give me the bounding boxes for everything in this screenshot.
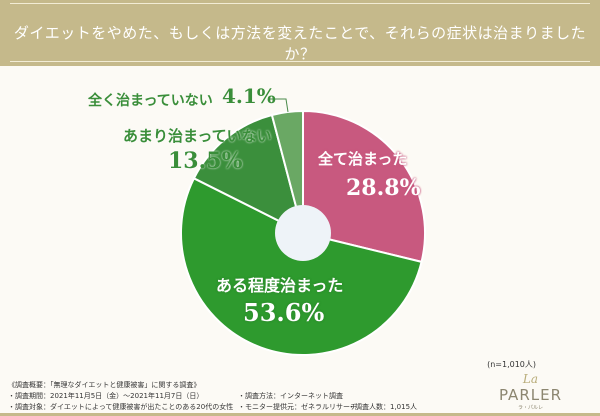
sample-size-note: (n=1,010人) [487,360,536,369]
survey-provider: ・モニター提供元：ゼネラルリサーチ [238,403,357,411]
label-category-3: 全く治まっていない [88,93,213,109]
footer: 《調査概要：「無理なダイエットと健康被害」に関する調査》 ・調査期間：2021年… [0,370,600,416]
divider [10,3,590,4]
survey-method: ・調査方法：インターネット調査 [238,392,343,400]
leader-line [270,98,289,113]
label-value-1: 53.6% [243,298,325,327]
logo: La PARLER ラ・パルレ [499,372,562,411]
survey-title: 《調査概要：「無理なダイエットと健康被害」に関する調査》 [8,381,201,389]
label-category-2: あまり治まっていない [123,127,272,145]
divider [10,61,590,62]
chart-title: ダイエットをやめた、もしくは方法を変えたことで、それらの症状は治まりましたか？ [13,24,587,63]
logo-name: PARLER [498,386,562,404]
label-category-0: 全て治まった [318,150,408,168]
pie-slice-3 [270,109,304,234]
pie-slice-1 [180,176,423,356]
label-category-1: ある程度治まった [216,276,344,295]
label-value-0: 28.8% [346,175,421,201]
survey-count: ・調査人数：1,015人 [348,403,418,411]
label-value-2: 13.5% [168,148,243,174]
survey-target: ・調査対象：ダイエットによって健康被害が出たことのある20代の女性 [8,403,234,411]
label-value-3: 4.1% [222,84,276,108]
bottom-border [0,413,600,416]
logo-sub: ラ・パルレ [517,405,543,411]
header-band: ダイエットをやめた、もしくは方法を変えたことで、それらの症状は治まりましたか？ [0,0,600,66]
survey-period: ・調査期間：2021年11月5日（金）～2021年11月7日（日） [8,392,204,400]
logo-la: La [522,372,539,386]
pie-slice-0 [302,109,426,264]
pie-slice-2 [192,113,305,235]
donut-hole [275,205,331,261]
